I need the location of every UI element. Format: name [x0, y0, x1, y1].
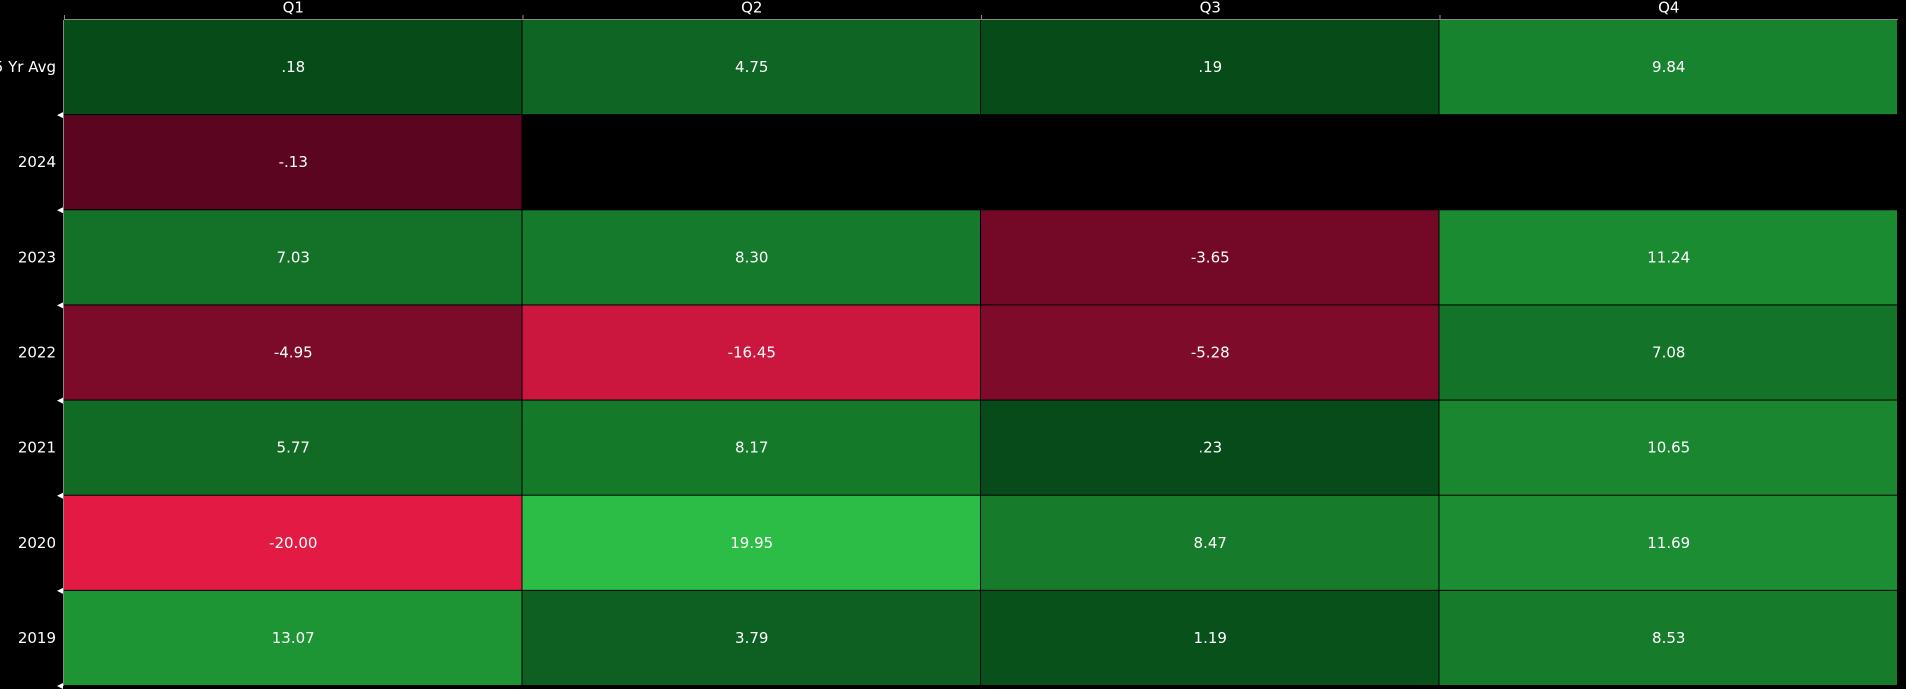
heatmap-cell — [981, 305, 1439, 400]
heatmap-cell — [1439, 590, 1897, 685]
cell-label: -16.45 — [728, 344, 776, 362]
cell-label: 7.08 — [1652, 344, 1685, 362]
heatmap-cell — [522, 400, 980, 495]
heatmap-cell — [64, 115, 522, 210]
cell-label: 8.17 — [735, 439, 768, 457]
cell-label: 11.69 — [1647, 534, 1690, 552]
column-label: Q1 — [283, 0, 304, 17]
row-label: 5 Yr Avg — [0, 58, 56, 76]
heatmap-cell — [64, 305, 522, 400]
heatmap-cell — [522, 210, 980, 305]
heatmap-cell — [522, 305, 980, 400]
heatmap-cell — [522, 20, 980, 115]
heatmap-cell — [1439, 400, 1897, 495]
heatmap-cell — [64, 20, 522, 115]
row-label: 2024 — [18, 153, 56, 171]
heatmap-cell — [64, 210, 522, 305]
cell-label: 8.30 — [735, 248, 768, 266]
row-tick — [57, 112, 63, 119]
heatmap-cell — [64, 590, 522, 685]
column-label: Q2 — [741, 0, 762, 17]
cell-label: 5.77 — [277, 439, 310, 457]
cell-label: 8.47 — [1194, 534, 1227, 552]
cell-label: 10.65 — [1647, 439, 1690, 457]
row-label: 2019 — [18, 629, 56, 647]
row-label: 2021 — [18, 439, 56, 457]
heatmap-cell — [64, 495, 522, 590]
cell-label: 8.53 — [1652, 629, 1685, 647]
heatmap-cell — [981, 590, 1439, 685]
cell-label: -3.65 — [1191, 248, 1230, 266]
row-label: 2022 — [18, 344, 56, 362]
row-tick — [57, 587, 63, 594]
cell-label: 19.95 — [730, 534, 773, 552]
cell-label: 7.03 — [277, 248, 310, 266]
row-label: 2023 — [18, 248, 56, 266]
cell-label: .23 — [1198, 439, 1222, 457]
cell-label: 1.19 — [1194, 629, 1227, 647]
heatmap-cell — [981, 210, 1439, 305]
heatmap-cell — [522, 590, 980, 685]
cell-label: -5.28 — [1191, 344, 1230, 362]
cell-label: 13.07 — [272, 629, 315, 647]
cell-label: .19 — [1198, 58, 1222, 76]
column-label: Q4 — [1658, 0, 1679, 17]
heatmap-cell — [981, 495, 1439, 590]
heatmap-cell — [1439, 210, 1897, 305]
row-label: 2020 — [18, 534, 56, 552]
row-tick — [57, 683, 63, 689]
row-tick — [57, 397, 63, 404]
row-tick — [57, 207, 63, 214]
cell-label: 9.84 — [1652, 58, 1685, 76]
row-tick — [57, 492, 63, 499]
cell-label: -.13 — [279, 153, 308, 171]
cell-label: -4.95 — [274, 344, 313, 362]
heatmap-cell — [1439, 305, 1897, 400]
heatmap-cell — [981, 20, 1439, 115]
heatmap-cell — [64, 400, 522, 495]
column-label: Q3 — [1200, 0, 1221, 17]
cell-label: .18 — [281, 58, 305, 76]
cell-label: -20.00 — [269, 534, 317, 552]
row-tick — [57, 302, 63, 309]
cell-label: 4.75 — [735, 58, 768, 76]
cell-label: 3.79 — [735, 629, 768, 647]
heatmap-cell — [981, 400, 1439, 495]
heatmap-cell — [1439, 20, 1897, 115]
heatmap-cell — [1439, 495, 1897, 590]
cell-label: 11.24 — [1647, 248, 1690, 266]
heatmap-cell — [522, 495, 980, 590]
